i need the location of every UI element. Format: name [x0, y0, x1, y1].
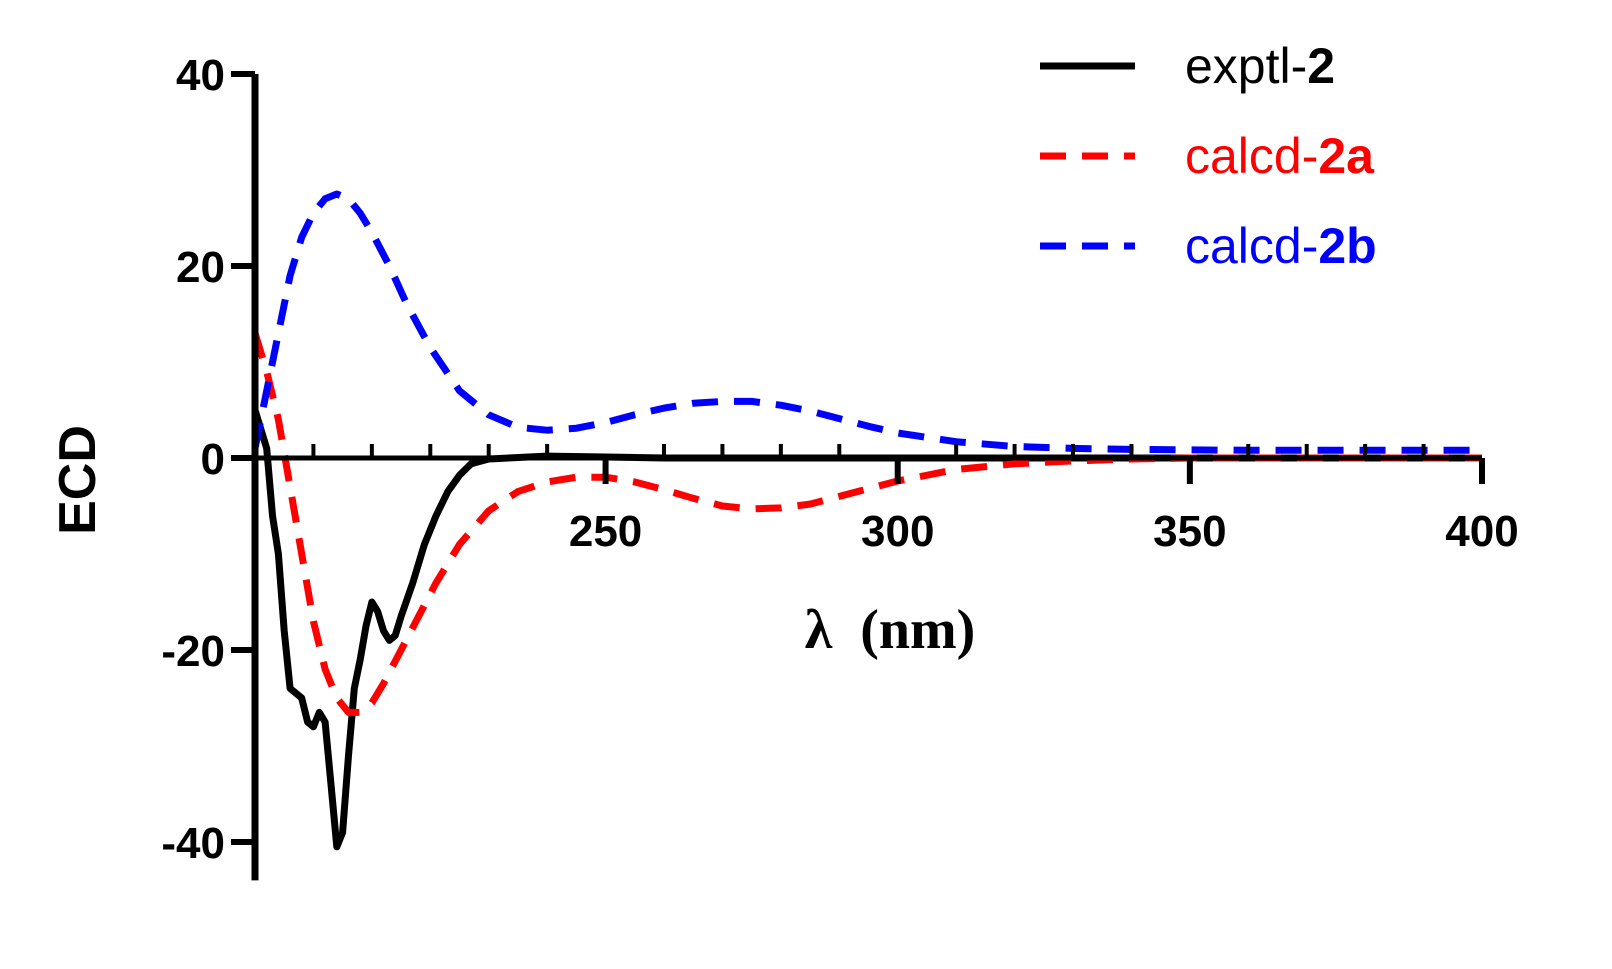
y-tick-label: 0: [201, 435, 225, 484]
series-line-calcd-2a: [251, 332, 1482, 716]
x-tick-label: 350: [1153, 507, 1226, 556]
x-tick-label: 300: [861, 507, 934, 556]
tick-labels: 40 20 0 -20 -40 250 300 350 400: [161, 51, 1518, 868]
legend-label-exptl-2: exptl-2: [1185, 38, 1335, 94]
legend-label-calcd-2a: calcd-2a: [1185, 128, 1375, 184]
series-line-calcd-2b: [251, 190, 1482, 454]
y-tick-label: 20: [176, 243, 225, 292]
x-tick-label: 400: [1445, 507, 1518, 556]
y-tick-label: -20: [161, 627, 225, 676]
x-axis-title: λ (nm): [805, 599, 976, 661]
legend-label-calcd-2b: calcd-2b: [1185, 218, 1377, 274]
axes: [231, 71, 1485, 881]
y-tick-label: -40: [161, 819, 225, 868]
x-tick-label: 250: [569, 507, 642, 556]
legend: exptl-2 calcd-2a calcd-2b: [1040, 38, 1377, 274]
y-axis-title: ECD: [49, 425, 107, 535]
y-tick-label: 40: [176, 51, 225, 100]
